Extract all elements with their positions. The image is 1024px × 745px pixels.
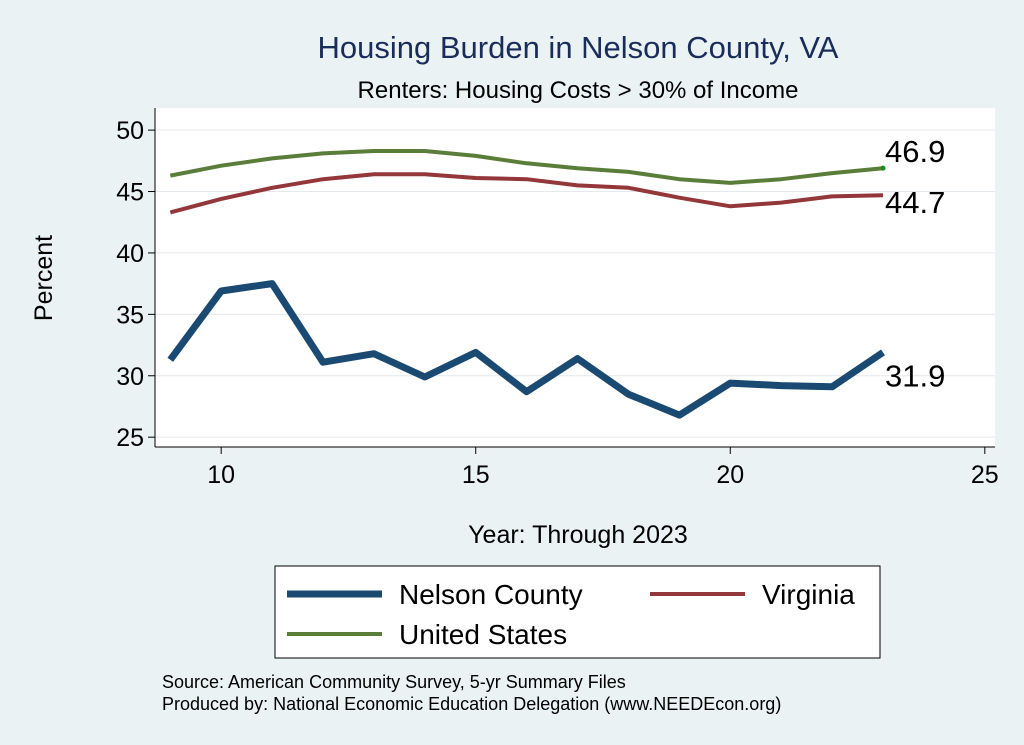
legend-label-virginia: Virginia <box>762 579 855 610</box>
end-label-united-states: 46.9 <box>885 134 945 169</box>
chart-title: Housing Burden in Nelson County, VA <box>318 30 839 65</box>
legend-box <box>274 565 881 659</box>
source-note: Source: American Community Survey, 5-yr … <box>162 672 626 692</box>
y-axis-title: Percent <box>30 235 58 321</box>
y-tick-label: 45 <box>116 179 144 207</box>
end-labels: 31.9 44.7 46.9 <box>880 134 945 393</box>
x-tick-label: 10 <box>207 461 235 489</box>
y-tick-label: 30 <box>116 363 144 391</box>
y-tick-label: 35 <box>116 301 144 329</box>
produced-note: Produced by: National Economic Education… <box>162 694 781 714</box>
end-point-marker <box>880 165 886 171</box>
series-lines <box>167 149 885 419</box>
x-tick-label: 20 <box>716 461 744 489</box>
end-label-nelson-county: 31.9 <box>885 358 945 393</box>
plot-area <box>155 108 995 447</box>
x-tick-label: 15 <box>462 461 490 489</box>
y-tick-label: 25 <box>116 424 144 452</box>
series-line-nelson-county <box>167 280 885 419</box>
x-axis-title: Year: Through 2023 <box>468 521 688 549</box>
legend: Nelson County Virginia United States <box>287 579 855 650</box>
legend-label-united-states: United States <box>399 619 567 650</box>
axes: 25 30 35 40 45 50 10 15 20 25 <box>116 108 999 489</box>
x-tick-label: 25 <box>971 461 999 489</box>
end-label-virginia: 44.7 <box>885 185 945 220</box>
series-line-virginia <box>169 172 884 215</box>
legend-label-nelson-county: Nelson County <box>399 579 583 610</box>
y-tick-label: 40 <box>116 240 144 268</box>
chart-subtitle: Renters: Housing Costs > 30% of Income <box>358 77 799 104</box>
series-line-united-states <box>169 149 884 185</box>
y-tick-label: 50 <box>116 117 144 145</box>
